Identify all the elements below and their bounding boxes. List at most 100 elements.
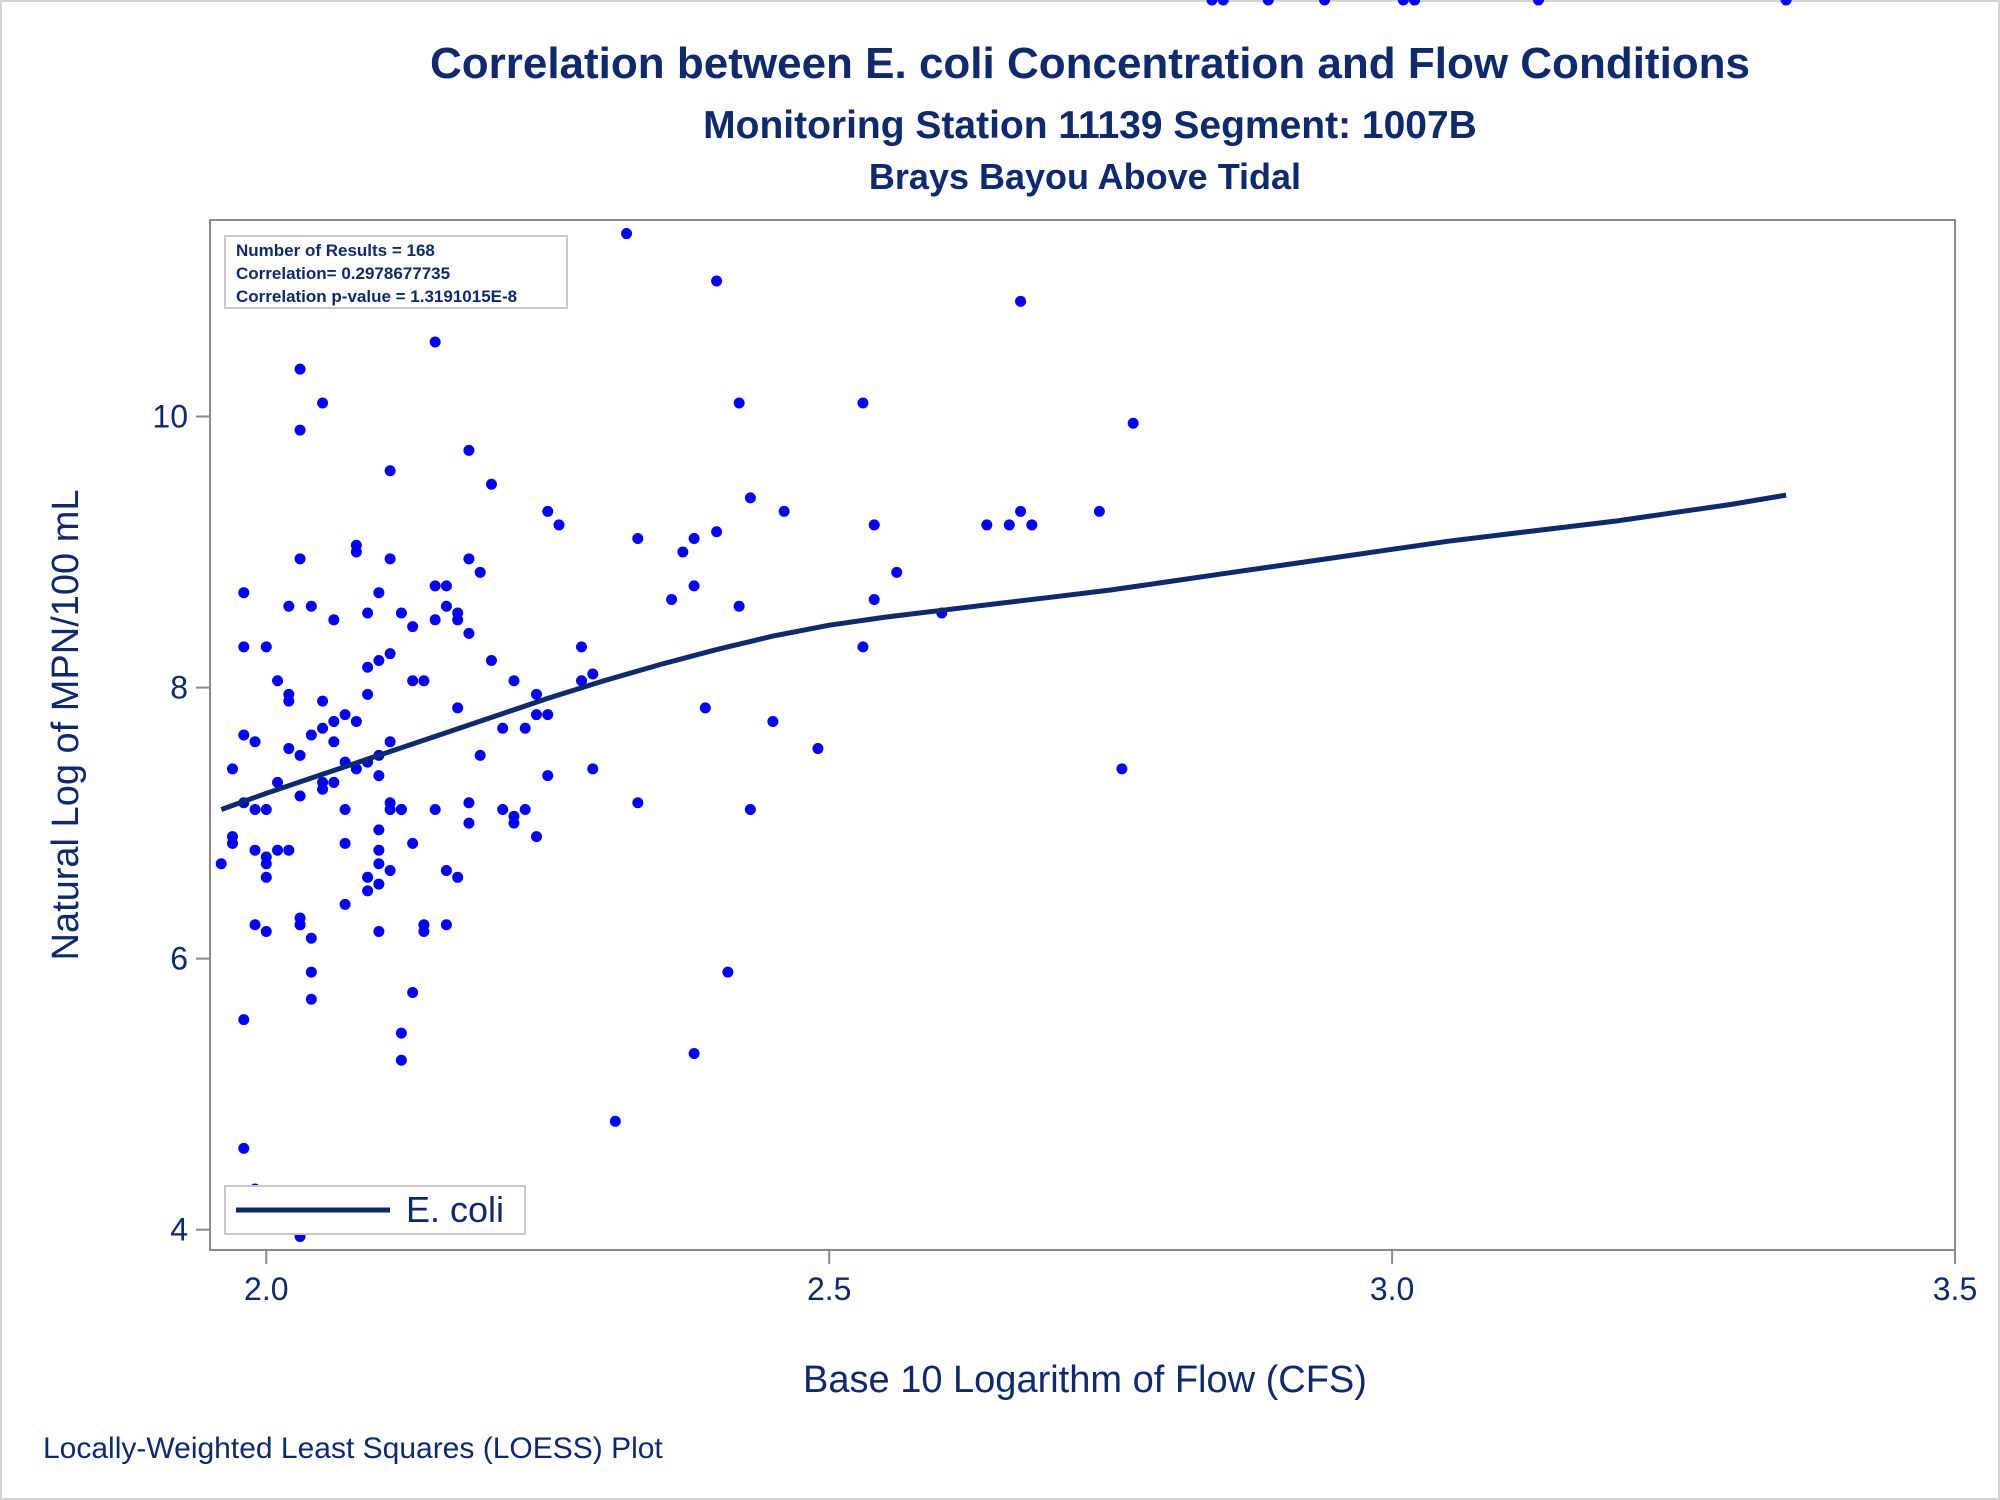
data-point	[744, 804, 756, 816]
x-tick-label: 3.0	[1370, 1271, 1414, 1307]
data-point	[317, 783, 329, 795]
data-point	[576, 641, 588, 653]
data-point	[317, 397, 329, 409]
data-point	[440, 580, 452, 592]
data-point	[260, 804, 272, 816]
data-point	[519, 722, 531, 734]
data-point	[384, 736, 396, 748]
data-point	[632, 797, 644, 809]
data-point	[395, 804, 407, 816]
legend-entry-ecoli: E. coli	[406, 1189, 504, 1230]
data-point	[260, 926, 272, 938]
data-point	[260, 641, 272, 653]
x-axis-label: Base 10 Logarithm of Flow (CFS)	[803, 1359, 1367, 1401]
data-point	[733, 397, 745, 409]
y-tick-label: 6	[170, 941, 188, 977]
data-point	[384, 648, 396, 660]
data-point	[711, 275, 723, 287]
data-point	[283, 695, 295, 707]
data-point	[305, 600, 317, 612]
data-point	[249, 736, 261, 748]
data-point	[1262, 0, 1274, 6]
data-point	[294, 363, 306, 375]
plot-area	[209, 219, 1956, 1251]
data-point	[238, 1014, 250, 1026]
data-point	[1409, 0, 1421, 6]
data-point	[215, 858, 227, 870]
data-point	[542, 505, 554, 517]
data-point	[474, 566, 486, 578]
data-point	[249, 844, 261, 856]
y-tick-label: 10	[152, 399, 188, 435]
data-point	[688, 580, 700, 592]
data-point	[519, 804, 531, 816]
data-point	[339, 837, 351, 849]
data-point	[339, 709, 351, 721]
data-point	[463, 444, 475, 456]
data-point	[688, 1047, 700, 1059]
data-point	[463, 817, 475, 829]
y-axis: 4 6 8 10	[152, 399, 210, 1248]
x-tick-label: 2.5	[807, 1271, 851, 1307]
x-tick-label: 3.5	[1933, 1271, 1977, 1307]
data-point	[711, 526, 723, 538]
legend: E. coli	[224, 1185, 526, 1235]
data-point	[373, 824, 385, 836]
data-point	[440, 919, 452, 931]
loess-curve	[220, 492, 1787, 812]
data-point	[1026, 519, 1038, 531]
data-point	[463, 627, 475, 639]
data-point	[1015, 505, 1027, 517]
chart-title: Correlation between E. coli Concentratio…	[430, 39, 1750, 88]
data-point	[609, 1115, 621, 1127]
data-point	[530, 831, 542, 843]
data-point	[981, 519, 993, 531]
data-point	[857, 397, 869, 409]
data-point	[1003, 519, 1015, 531]
data-point	[1319, 0, 1331, 6]
data-point	[339, 804, 351, 816]
data-point	[373, 858, 385, 870]
data-point	[283, 743, 295, 755]
data-point	[1397, 0, 1409, 6]
data-point	[283, 600, 295, 612]
data-point	[429, 804, 441, 816]
data-point	[542, 709, 554, 721]
stats-box-border	[224, 235, 568, 309]
data-point	[328, 715, 340, 727]
data-point	[362, 661, 374, 673]
footnote: Locally-Weighted Least Squares (LOESS) P…	[43, 1432, 663, 1465]
data-point	[632, 532, 644, 544]
data-point	[373, 587, 385, 599]
data-point	[294, 553, 306, 565]
data-point	[317, 722, 329, 734]
data-point	[452, 607, 464, 619]
data-point	[1206, 0, 1218, 6]
data-point	[452, 871, 464, 883]
data-point	[778, 505, 790, 517]
data-point	[553, 519, 565, 531]
data-point	[305, 966, 317, 978]
data-point	[891, 566, 903, 578]
data-point	[328, 736, 340, 748]
data-point	[429, 580, 441, 592]
data-point	[429, 336, 441, 348]
data-point	[362, 688, 374, 700]
data-point	[373, 844, 385, 856]
x-tick-label: 2.0	[244, 1271, 288, 1307]
data-point	[677, 546, 689, 558]
data-point	[474, 749, 486, 761]
data-point	[530, 688, 542, 700]
y-axis-label: Natural Log of MPN/100 mL	[45, 489, 87, 960]
data-point	[373, 878, 385, 890]
data-point	[576, 675, 588, 687]
data-point	[328, 776, 340, 788]
data-point	[227, 763, 239, 775]
data-point	[418, 675, 430, 687]
data-point	[395, 1027, 407, 1039]
data-point	[249, 919, 261, 931]
data-point	[305, 729, 317, 741]
stats-p-value: Correlation p-value = 1.3191015E-8	[236, 287, 517, 306]
